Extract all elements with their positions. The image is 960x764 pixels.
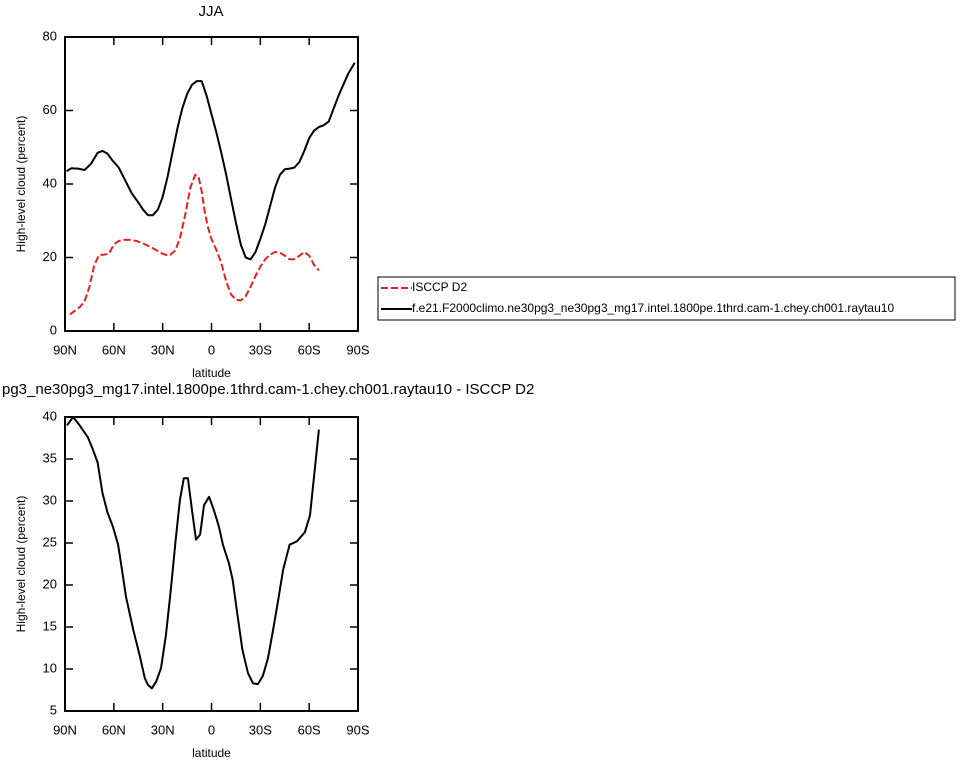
x-tick-label: 60N bbox=[102, 342, 126, 357]
x-tick-label: 90N bbox=[53, 342, 77, 357]
x-tick-label: 30S bbox=[249, 722, 272, 737]
plot-frame bbox=[64, 36, 359, 332]
x-tick-label: 60N bbox=[102, 722, 126, 737]
y-axis-label: High-level cloud (percent) bbox=[14, 496, 28, 633]
x-tick-label: 90S bbox=[346, 342, 369, 357]
y-tick-label: 10 bbox=[43, 660, 57, 675]
y-tick-label: 0 bbox=[50, 322, 57, 337]
x-tick-label: 30N bbox=[151, 722, 175, 737]
x-tick-label: 30S bbox=[249, 342, 272, 357]
y-tick-label: 20 bbox=[43, 249, 57, 264]
x-tick-label: 0 bbox=[208, 342, 215, 357]
y-tick-label: 40 bbox=[43, 175, 57, 190]
x-tick-label: 0 bbox=[208, 722, 215, 737]
x-axis-label: latitude bbox=[192, 366, 231, 380]
x-tick-label: 60S bbox=[298, 722, 321, 737]
y-tick-label: 40 bbox=[43, 408, 57, 423]
chart-title: pg3_ne30pg3_mg17.intel.1800pe.1thrd.cam-… bbox=[2, 381, 534, 398]
y-axis-label: High-level cloud (percent) bbox=[14, 116, 28, 253]
y-tick-label: 25 bbox=[43, 534, 57, 549]
legend-label: ISCCP D2 bbox=[412, 280, 467, 294]
data-line bbox=[66, 62, 356, 261]
legend-box bbox=[377, 276, 956, 321]
x-tick-label: 30N bbox=[151, 342, 175, 357]
y-tick-label: 15 bbox=[43, 618, 57, 633]
x-tick-label: 90S bbox=[346, 722, 369, 737]
x-tick-label: 60S bbox=[298, 342, 321, 357]
y-tick-label: 30 bbox=[43, 492, 57, 507]
data-line bbox=[69, 173, 320, 316]
y-tick-label: 5 bbox=[50, 702, 57, 717]
y-tick-label: 60 bbox=[43, 102, 57, 117]
x-axis-label: latitude bbox=[192, 746, 231, 760]
legend-label: f.e21.F2000climo.ne30pg3_ne30pg3_mg17.in… bbox=[412, 301, 894, 315]
y-tick-label: 80 bbox=[43, 28, 57, 43]
plot-frame bbox=[64, 416, 359, 712]
y-tick-label: 35 bbox=[43, 450, 57, 465]
y-tick-label: 20 bbox=[43, 576, 57, 591]
x-tick-label: 90N bbox=[53, 722, 77, 737]
data-line bbox=[66, 416, 320, 690]
chart-title: JJA bbox=[198, 3, 223, 20]
